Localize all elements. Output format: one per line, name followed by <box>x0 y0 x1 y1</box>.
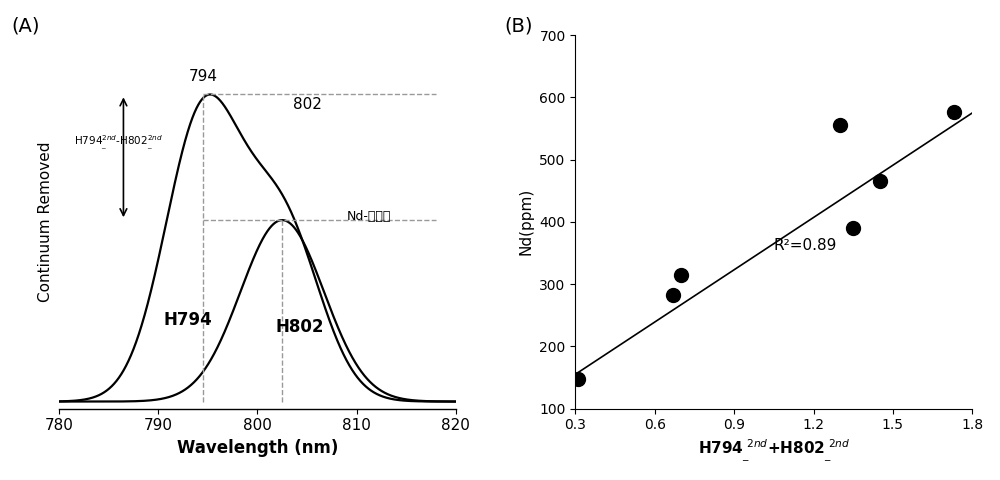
Text: (A): (A) <box>11 16 40 36</box>
Text: 794: 794 <box>188 69 217 84</box>
X-axis label: H794$_{\_}^{\ 2nd}$+H802$_{\_}^{\ 2nd}$: H794$_{\_}^{\ 2nd}$+H802$_{\_}^{\ 2nd}$ <box>698 438 850 463</box>
Text: H794: H794 <box>164 311 212 329</box>
Y-axis label: Nd(ppm): Nd(ppm) <box>519 188 534 255</box>
Point <box>832 121 848 129</box>
Point <box>570 375 586 383</box>
Y-axis label: Continuum Removed: Continuum Removed <box>38 142 53 302</box>
Text: (B): (B) <box>504 16 532 36</box>
Text: Nd-高岭石: Nd-高岭石 <box>347 210 391 223</box>
Text: H794$_{\_}^{2nd}$-H802$_{\_}^{2nd}$: H794$_{\_}^{2nd}$-H802$_{\_}^{2nd}$ <box>74 134 163 153</box>
Text: 802: 802 <box>293 97 321 112</box>
Point <box>673 271 689 278</box>
Point <box>845 224 861 232</box>
X-axis label: Wavelength (nm): Wavelength (nm) <box>177 439 338 457</box>
Text: H802: H802 <box>276 318 324 336</box>
Point <box>946 108 962 116</box>
Point <box>872 178 888 185</box>
Point <box>665 291 681 299</box>
Text: R²=0.89: R²=0.89 <box>774 238 837 253</box>
